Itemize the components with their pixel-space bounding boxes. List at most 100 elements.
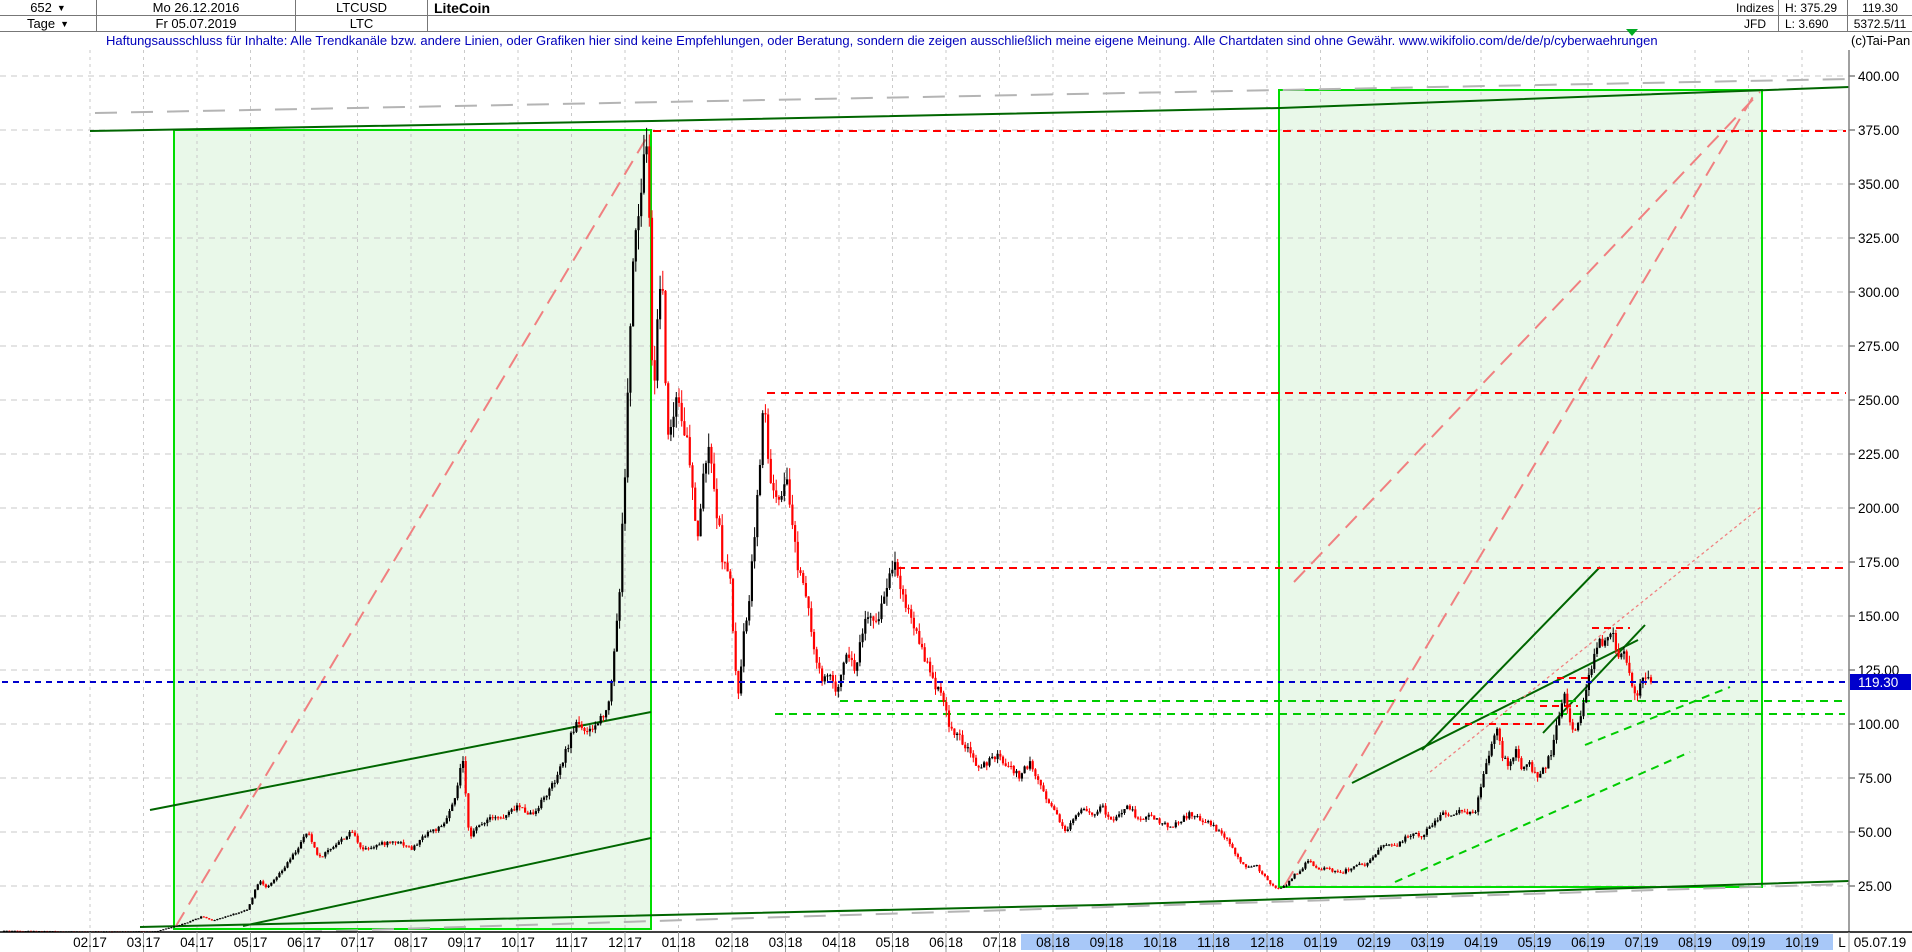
bars-count-dropdown[interactable]: 652 ▼ xyxy=(0,0,97,16)
candle-body xyxy=(875,620,878,622)
candle-body xyxy=(667,383,670,435)
x-tick-label: 11.18 xyxy=(1197,935,1230,950)
candle-body xyxy=(866,617,870,619)
candle-body xyxy=(1544,767,1547,769)
candle-body xyxy=(756,495,759,538)
candle-body xyxy=(1023,766,1026,774)
candle-body xyxy=(372,847,375,849)
candle-body xyxy=(402,842,405,846)
candle-body xyxy=(1177,822,1180,824)
candle-body xyxy=(524,807,527,813)
candle-body xyxy=(367,848,370,850)
candle-body xyxy=(885,588,888,597)
candle-body xyxy=(945,701,948,711)
candle-body xyxy=(1379,846,1383,850)
candle-body xyxy=(640,192,643,217)
x-tick-label: 08.19 xyxy=(1678,935,1712,950)
candle-body xyxy=(1439,814,1442,821)
candle-body xyxy=(405,845,408,847)
header-spacer xyxy=(428,16,1732,32)
candle-body xyxy=(213,920,216,922)
candle-body xyxy=(1064,826,1067,832)
candle-body xyxy=(1236,854,1239,858)
candle-body xyxy=(483,823,486,825)
candle-body xyxy=(1531,762,1534,772)
x-tick-label: 05.17 xyxy=(234,935,268,950)
candle-body xyxy=(189,921,192,923)
dark-green-trendline xyxy=(89,86,1850,132)
candle-body xyxy=(1069,823,1072,830)
candle-body xyxy=(561,762,564,767)
candle-body xyxy=(1074,815,1077,820)
period-dropdown[interactable]: Tage ▼ xyxy=(0,16,97,32)
candle-body xyxy=(434,829,438,831)
candle-body xyxy=(1374,854,1377,858)
candle-body xyxy=(1447,814,1450,816)
candle-body xyxy=(942,692,945,702)
chevron-down-icon: ▼ xyxy=(56,2,66,13)
candle-body xyxy=(858,642,861,663)
candle-body xyxy=(1045,791,1048,800)
candle-body xyxy=(1487,755,1491,764)
candle-body xyxy=(1501,740,1504,758)
candle-body xyxy=(1601,638,1604,646)
candle-body xyxy=(580,724,583,729)
x-tick-label: 10.18 xyxy=(1143,935,1177,950)
candle-body xyxy=(1155,818,1158,820)
candle-body xyxy=(1193,816,1196,818)
y-tick-label: 150.00 xyxy=(1858,609,1899,624)
x-tick-label: 12.18 xyxy=(1250,935,1284,950)
candle-body xyxy=(13,930,16,932)
candle-body xyxy=(648,146,651,218)
candle-body xyxy=(864,618,867,634)
candle-body xyxy=(1593,653,1596,670)
candle-body xyxy=(1088,811,1091,813)
candle-body xyxy=(1128,805,1131,810)
candle-body xyxy=(1166,822,1169,828)
candle-body xyxy=(1172,826,1175,828)
candle-body xyxy=(1474,811,1477,813)
candle-body xyxy=(1558,716,1561,726)
candle-body xyxy=(1196,816,1199,818)
x-tick-label: 07.19 xyxy=(1625,935,1659,950)
candle-body xyxy=(316,847,319,855)
y-tick-label: 350.00 xyxy=(1858,177,1899,192)
candle-body xyxy=(507,811,510,816)
candle-body xyxy=(283,867,286,871)
candle-body xyxy=(432,829,435,832)
candle-body xyxy=(856,662,859,671)
y-tick-label: 375.00 xyxy=(1858,123,1899,138)
volume-cell: 5372.5/11 xyxy=(1848,16,1912,32)
candle-body xyxy=(1415,832,1418,834)
candle-body xyxy=(1425,828,1428,835)
candle-body xyxy=(988,758,991,766)
candle-body xyxy=(1325,867,1329,869)
chevron-down-icon: ▼ xyxy=(60,18,70,29)
candle-body xyxy=(618,592,621,621)
candle-body xyxy=(1072,819,1075,824)
candle-body xyxy=(1296,873,1299,875)
candle-body xyxy=(1018,770,1021,779)
pink-dashed-trendline xyxy=(1293,91,1761,583)
candle-body xyxy=(769,458,772,483)
candle-body xyxy=(764,413,767,415)
candle-body xyxy=(1315,866,1318,868)
candle-body xyxy=(815,649,818,663)
candle-body xyxy=(1307,860,1310,863)
candle-body xyxy=(1126,805,1129,810)
candle-body xyxy=(848,654,851,658)
x-tick-label: 10.17 xyxy=(501,935,535,950)
y-tick-label: 50.00 xyxy=(1858,825,1892,840)
broker-label: JFD xyxy=(1732,16,1779,32)
candle-body xyxy=(599,716,602,724)
candle-body xyxy=(16,930,19,932)
candle-body xyxy=(729,571,732,579)
candle-body xyxy=(794,525,797,542)
candle-body xyxy=(418,839,421,845)
candle-body xyxy=(740,666,743,694)
candle-body xyxy=(1037,776,1040,780)
candle-body xyxy=(1355,865,1358,867)
x-tick-label: 11.17 xyxy=(555,935,588,950)
